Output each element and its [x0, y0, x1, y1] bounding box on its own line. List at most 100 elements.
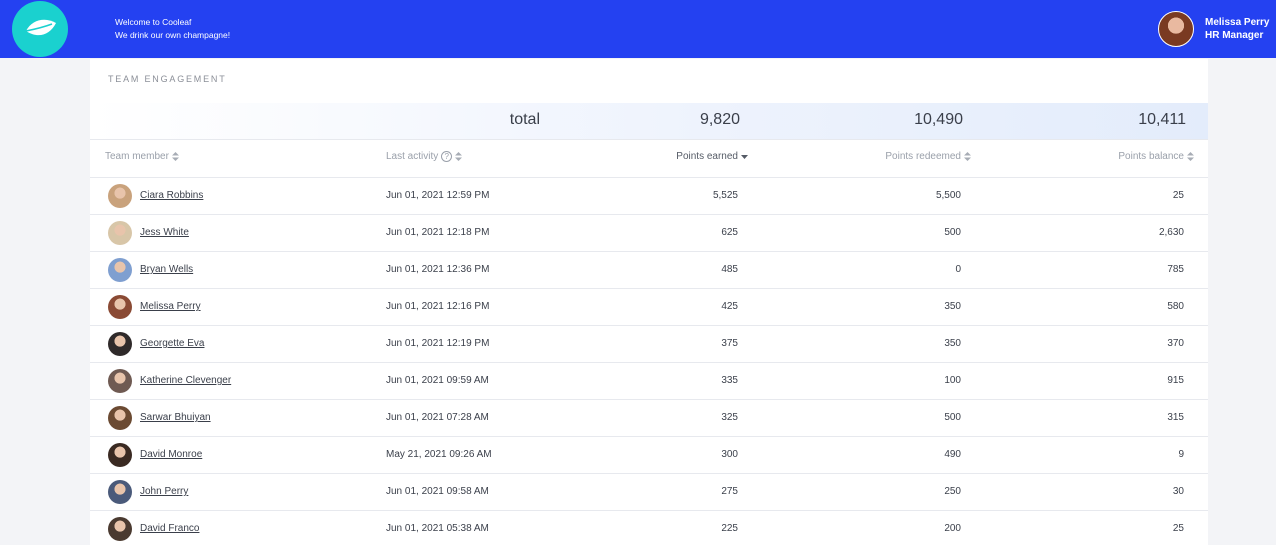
- divider: [90, 214, 1208, 215]
- divider: [90, 139, 1208, 140]
- points-redeemed: 490: [944, 449, 961, 460]
- avatar[interactable]: [108, 258, 132, 282]
- points-balance: 2,630: [1158, 227, 1184, 238]
- divider: [90, 436, 1208, 437]
- points-balance: 30: [1172, 486, 1184, 497]
- points-redeemed: 500: [944, 412, 961, 423]
- column-header[interactable]: Points balance: [1118, 151, 1194, 162]
- points-redeemed: 5,500: [935, 190, 961, 201]
- points-redeemed: 350: [944, 301, 961, 312]
- points-earned: 275: [721, 486, 738, 497]
- points-balance: 315: [1167, 412, 1184, 423]
- member-name[interactable]: David Monroe: [140, 449, 203, 460]
- column-header[interactable]: Points redeemed: [885, 151, 971, 162]
- avatar[interactable]: [108, 295, 132, 319]
- points-balance: 785: [1167, 264, 1184, 275]
- sort-icon[interactable]: [171, 152, 179, 161]
- divider: [90, 399, 1208, 400]
- sort-icon[interactable]: [1187, 152, 1194, 161]
- totals-label: total: [509, 111, 540, 128]
- avatar[interactable]: [108, 517, 132, 541]
- top-bar: [0, 0, 1276, 58]
- last-activity: Jun 01, 2021 05:38 AM: [386, 523, 489, 534]
- logo[interactable]: [12, 1, 68, 57]
- member-name[interactable]: David Franco: [140, 523, 200, 534]
- member-name[interactable]: Melissa Perry: [140, 301, 201, 312]
- divider: [90, 288, 1208, 289]
- section-title: TEAM ENGAGEMENT: [108, 74, 227, 84]
- last-activity: Jun 01, 2021 12:36 PM: [386, 264, 490, 275]
- column-header[interactable]: Team member: [105, 151, 179, 162]
- points-earned: 625: [721, 227, 738, 238]
- sort-icon[interactable]: [455, 152, 463, 161]
- divider: [90, 177, 1208, 178]
- points-redeemed: 0: [955, 264, 961, 275]
- column-header[interactable]: Points earned: [676, 151, 748, 162]
- totals-row: [90, 103, 1208, 139]
- sort-icon[interactable]: [741, 154, 748, 160]
- points-earned: 5,525: [712, 190, 738, 201]
- column-header-text[interactable]: Points redeemed: [885, 151, 961, 162]
- sort-icon[interactable]: [964, 152, 971, 161]
- divider: [90, 251, 1208, 252]
- engagement-card: [90, 59, 1208, 545]
- last-activity: Jun 01, 2021 12:59 PM: [386, 190, 490, 201]
- last-activity: Jun 01, 2021 12:18 PM: [386, 227, 490, 238]
- avatar[interactable]: [108, 480, 132, 504]
- column-header-text[interactable]: Last activity: [386, 151, 439, 162]
- user-name[interactable]: Melissa Perry: [1205, 17, 1270, 28]
- column-header-text[interactable]: Team member: [105, 151, 169, 162]
- points-earned: 485: [721, 264, 738, 275]
- points-earned: 335: [721, 375, 738, 386]
- member-name[interactable]: Jess White: [140, 227, 189, 238]
- points-balance: 25: [1172, 523, 1184, 534]
- points-balance: 9: [1178, 449, 1184, 460]
- column-header-text[interactable]: Points earned: [676, 151, 738, 162]
- points-redeemed: 250: [944, 486, 961, 497]
- last-activity: Jun 01, 2021 12:19 PM: [386, 338, 490, 349]
- points-redeemed: 500: [944, 227, 961, 238]
- column-header[interactable]: Last activity?: [386, 151, 463, 162]
- divider: [90, 362, 1208, 363]
- member-name[interactable]: Katherine Clevenger: [140, 375, 232, 386]
- welcome-text: Welcome to Cooleaf: [115, 17, 192, 27]
- last-activity: May 21, 2021 09:26 AM: [386, 449, 492, 460]
- help-icon[interactable]: ?: [441, 151, 453, 162]
- points-redeemed: 200: [944, 523, 961, 534]
- divider: [90, 325, 1208, 326]
- points-earned: 300: [721, 449, 738, 460]
- total-points-redeemed: 10,490: [914, 111, 963, 128]
- member-name[interactable]: John Perry: [140, 486, 189, 497]
- divider: [90, 510, 1208, 511]
- member-name[interactable]: Ciara Robbins: [140, 190, 204, 201]
- last-activity: Jun 01, 2021 12:16 PM: [386, 301, 490, 312]
- points-earned: 325: [721, 412, 738, 423]
- user-role: HR Manager: [1205, 30, 1264, 41]
- avatar[interactable]: [108, 369, 132, 393]
- avatar[interactable]: [108, 406, 132, 430]
- total-points-balance: 10,411: [1138, 111, 1186, 128]
- divider: [90, 473, 1208, 474]
- points-earned: 225: [721, 523, 738, 534]
- avatar[interactable]: [108, 184, 132, 208]
- points-balance: 580: [1167, 301, 1184, 312]
- points-balance: 25: [1172, 190, 1184, 201]
- avatar[interactable]: [108, 332, 132, 356]
- member-name[interactable]: Georgette Eva: [140, 338, 205, 349]
- logo-leaf: [25, 19, 56, 36]
- user-avatar[interactable]: [1158, 11, 1194, 47]
- last-activity: Jun 01, 2021 07:28 AM: [386, 412, 489, 423]
- tagline-text: We drink our own champagne!: [115, 30, 231, 40]
- points-balance: 915: [1167, 375, 1184, 386]
- avatar[interactable]: [108, 443, 132, 467]
- avatar[interactable]: [108, 221, 132, 245]
- points-earned: 375: [721, 338, 738, 349]
- total-points-earned: 9,820: [699, 111, 740, 128]
- member-name[interactable]: Bryan Wells: [140, 264, 194, 275]
- last-activity: Jun 01, 2021 09:58 AM: [386, 486, 489, 497]
- points-redeemed: 350: [944, 338, 961, 349]
- member-name[interactable]: Sarwar Bhuiyan: [140, 412, 211, 423]
- column-header-text[interactable]: Points balance: [1118, 151, 1184, 162]
- last-activity: Jun 01, 2021 09:59 AM: [386, 375, 489, 386]
